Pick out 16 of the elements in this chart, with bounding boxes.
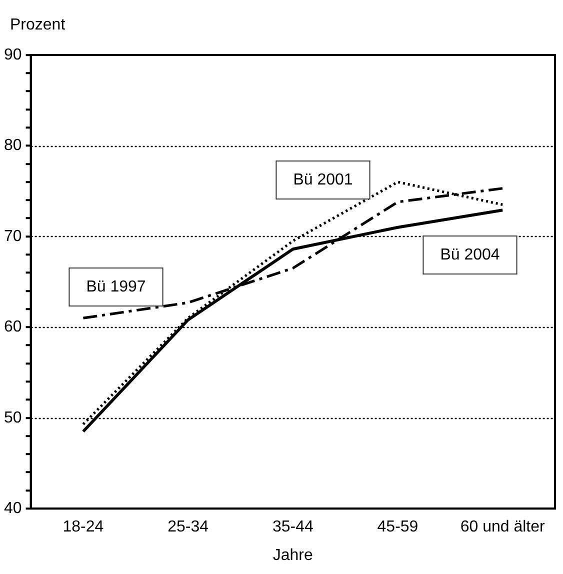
y-tick-label: 80 [4,137,22,154]
x-tick-label: 25-34 [168,518,209,536]
y-tick-label: 50 [4,409,22,426]
x-axis-title: Jahre [272,546,314,564]
x-tick-label: 60 und älter [460,518,546,536]
y-axis-title: Prozent [10,16,66,34]
y-tick-label: 40 [4,500,22,518]
series-label: Bü 2004 [440,246,500,264]
x-tick-label: 35-44 [272,518,314,536]
x-tick-label: 45-59 [377,518,418,536]
series-label: Bü 1997 [86,278,146,296]
y-tick-label: 70 [4,228,22,245]
series-label: Bü 2001 [293,171,353,188]
y-tick-label: 60 [4,318,22,336]
y-tick-label: 90 [4,46,22,64]
x-tick-label: 18-24 [62,518,104,536]
